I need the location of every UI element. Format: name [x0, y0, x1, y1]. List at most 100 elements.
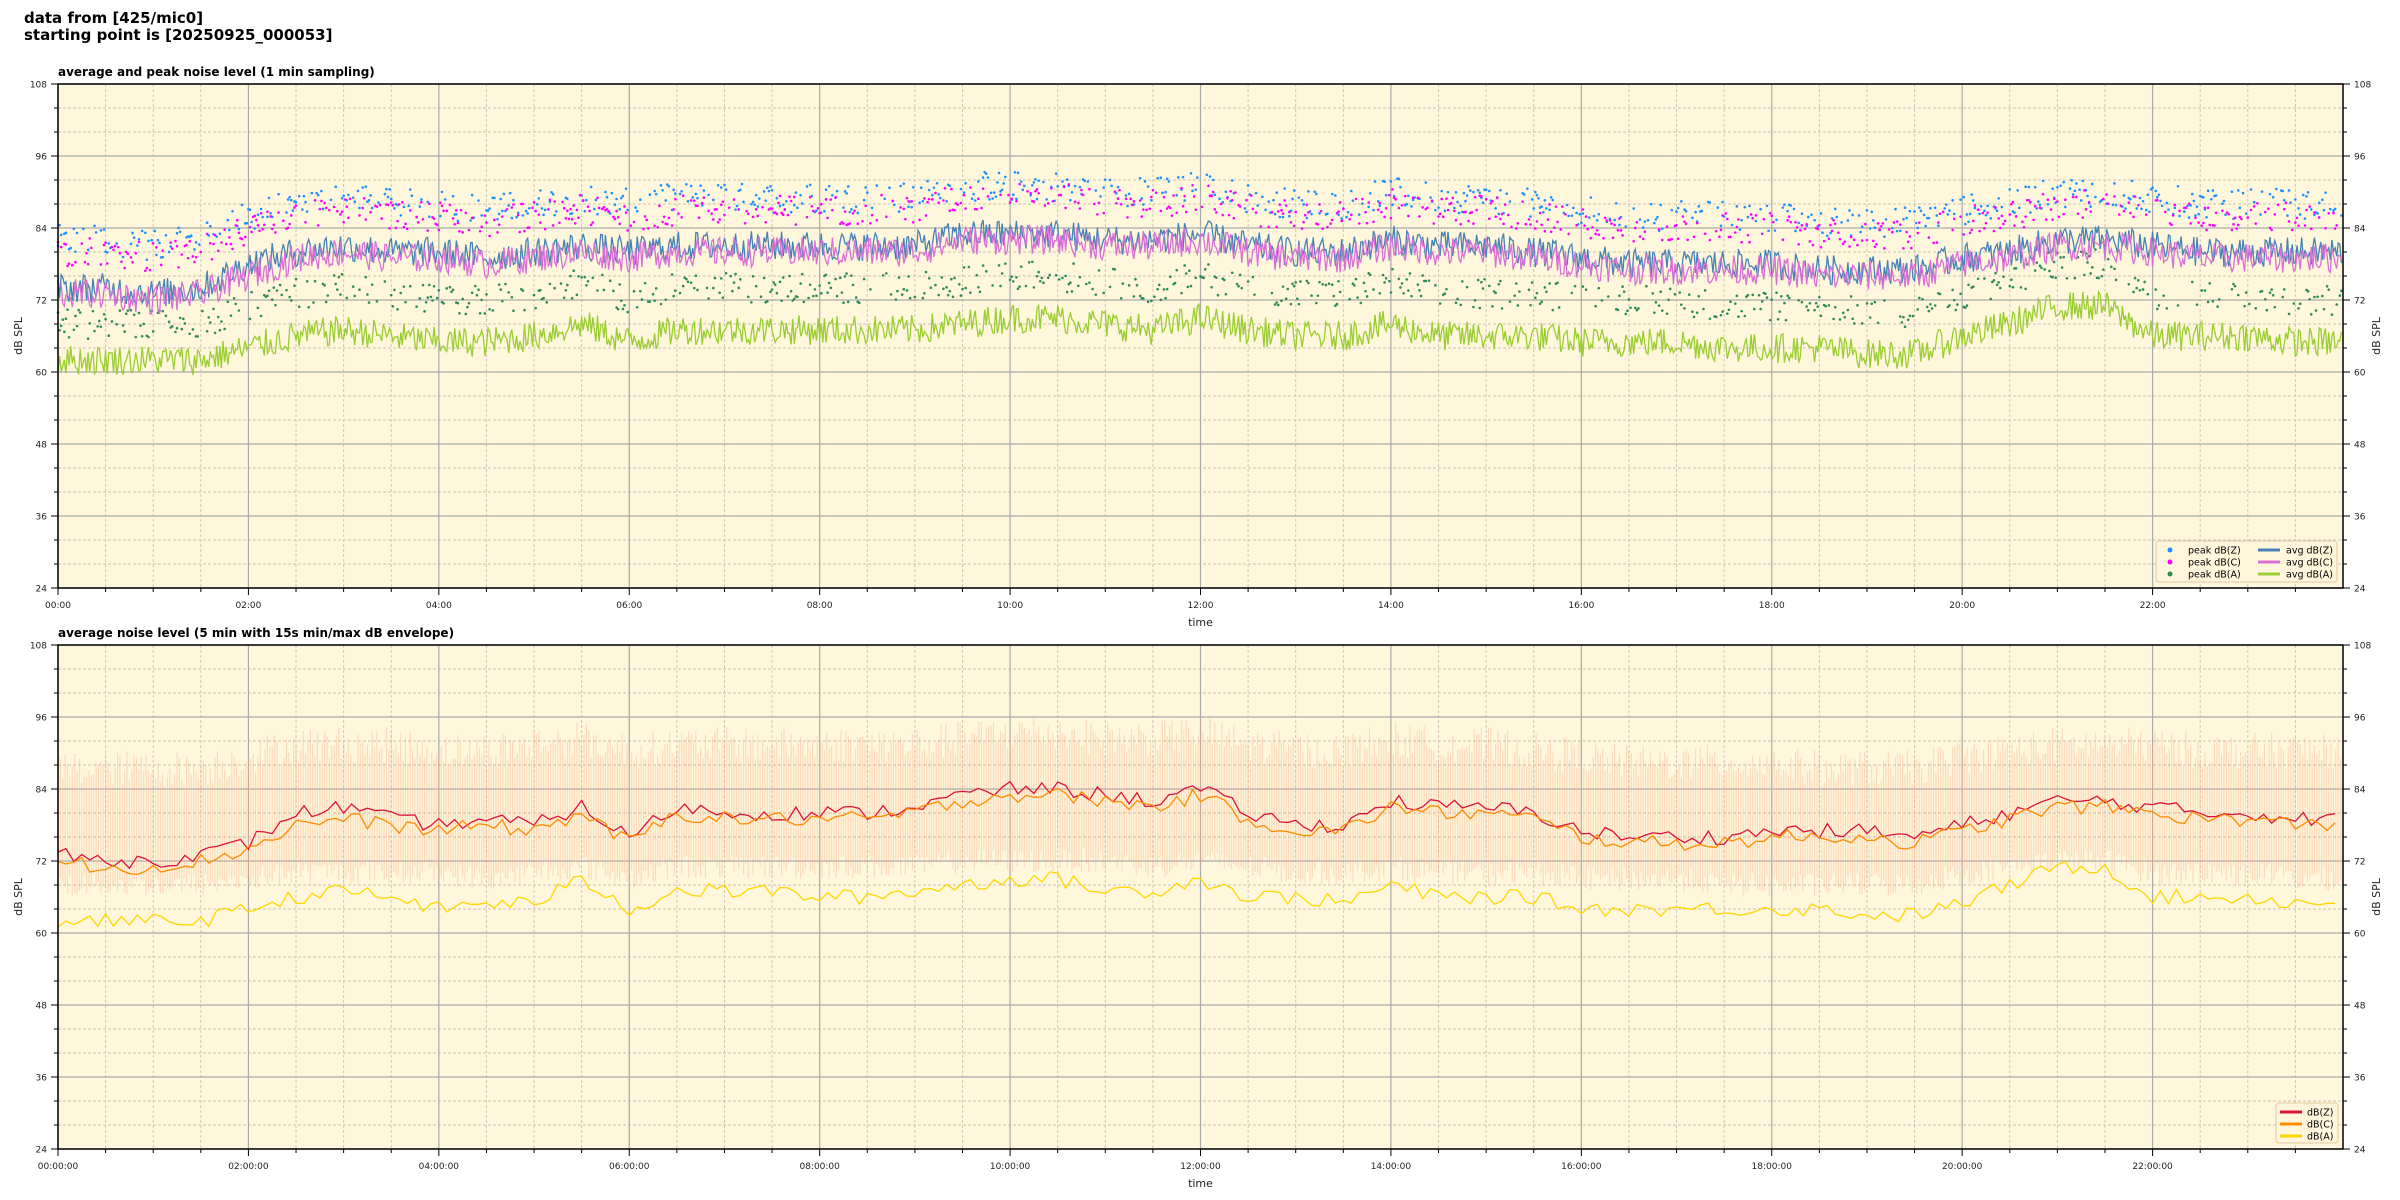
peak-point: [2083, 273, 2086, 277]
peak-point: [2230, 190, 2234, 194]
peak-point: [1384, 193, 1388, 197]
peak-point: [1215, 276, 1218, 279]
peak-point: [589, 185, 593, 189]
peak-point: [758, 197, 761, 200]
plot-frame: [57, 83, 2344, 589]
peak-point: [1400, 282, 1404, 285]
peak-point: [277, 211, 280, 214]
peak-point: [921, 296, 925, 300]
peak-point: [2052, 260, 2056, 264]
peak-point: [1605, 219, 1609, 222]
x-tick-label: 06:00:00: [609, 1162, 650, 1172]
peak-point: [332, 205, 336, 209]
y-tick-label: 84: [36, 786, 48, 796]
peak-point: [1659, 290, 1662, 294]
peak-point: [545, 301, 549, 304]
y-tick-label: 48: [36, 441, 48, 451]
peak-point: [266, 215, 269, 219]
peak-point: [542, 296, 545, 300]
figure-title-start: starting point is [20250925_000053]: [24, 26, 333, 44]
peak-point: [218, 328, 222, 332]
peak-point: [1954, 308, 1958, 312]
peak-point: [535, 203, 539, 206]
peak-point: [1018, 285, 1021, 288]
legend-marker: [2167, 571, 2173, 577]
peak-point: [2162, 294, 2165, 297]
peak-point: [1902, 315, 1905, 319]
peak-point: [543, 227, 547, 231]
peak-point: [1998, 226, 2002, 230]
peak-point: [155, 253, 158, 257]
peak-point: [120, 260, 123, 263]
peak-point: [1797, 243, 1801, 246]
peak-point: [2138, 196, 2142, 200]
peak-point: [659, 183, 663, 187]
peak-point: [1567, 232, 1570, 236]
peak-point: [1142, 203, 1145, 206]
peak-point: [754, 208, 758, 211]
peak-point: [402, 285, 406, 288]
peak-point: [2230, 228, 2234, 232]
peak-point: [1389, 216, 1393, 220]
peak-point: [2163, 210, 2167, 214]
peak-point: [445, 287, 449, 290]
y-tick-label: 84: [36, 225, 48, 235]
peak-point: [1626, 309, 1629, 313]
peak-point: [437, 288, 441, 292]
peak-point: [1681, 215, 1685, 218]
peak-point: [370, 206, 374, 210]
peak-point: [1806, 215, 1810, 219]
peak-point: [2135, 207, 2139, 210]
peak-point: [1992, 229, 1996, 233]
peak-point: [1270, 211, 1274, 214]
peak-point: [1094, 293, 1098, 296]
peak-point: [1951, 228, 1954, 232]
peak-point: [696, 204, 699, 208]
peak-point: [1211, 190, 1215, 194]
peak-point: [343, 198, 347, 201]
peak-point: [986, 176, 990, 179]
peak-point: [364, 218, 368, 221]
peak-point: [2208, 223, 2212, 227]
peak-point: [197, 243, 201, 246]
peak-point: [2011, 200, 2015, 204]
peak-point: [416, 221, 420, 224]
peak-point: [653, 224, 656, 228]
peak-point: [569, 207, 572, 211]
peak-point: [1013, 170, 1017, 174]
peak-point: [1278, 203, 1282, 206]
peak-point: [2187, 202, 2191, 206]
peak-point: [358, 206, 361, 210]
peak-point: [953, 276, 956, 280]
peak-point: [250, 230, 253, 234]
peak-point: [440, 204, 444, 208]
peak-point: [1305, 279, 1309, 283]
peak-point: [66, 308, 69, 311]
peak-point: [289, 214, 293, 217]
peak-point: [1135, 283, 1139, 287]
peak-point: [1549, 196, 1553, 199]
peak-point: [2133, 195, 2137, 198]
peak-point: [1786, 209, 1789, 213]
peak-point: [2260, 190, 2264, 193]
peak-point: [953, 208, 956, 212]
peak-point: [480, 298, 483, 302]
peak-point: [1534, 296, 1537, 300]
peak-point: [1097, 269, 1101, 272]
peak-point: [1822, 239, 1826, 243]
peak-point: [796, 295, 799, 299]
peak-point: [2078, 188, 2081, 191]
peak-point: [1234, 191, 1237, 194]
peak-point: [2167, 208, 2170, 211]
peak-point: [77, 308, 80, 312]
peak-point: [1004, 175, 1007, 179]
peak-point: [1175, 193, 1178, 197]
peak-point: [1794, 229, 1797, 233]
peak-point: [464, 211, 468, 215]
peak-point: [370, 283, 374, 286]
peak-point: [673, 197, 677, 201]
peak-point: [72, 328, 76, 332]
peak-point: [294, 204, 298, 207]
peak-point: [1470, 211, 1474, 214]
peak-point: [129, 256, 133, 259]
